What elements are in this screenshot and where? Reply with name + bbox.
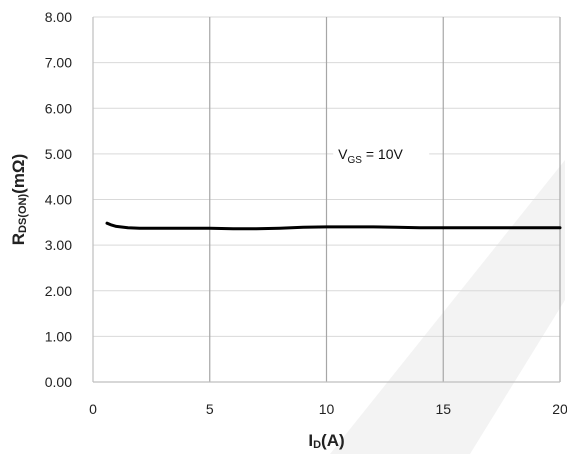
x-axis-title: ID(A) (308, 431, 344, 451)
x-axis-title-sub: D (313, 439, 321, 451)
y-tick-label: 3.00 (45, 237, 72, 253)
grid (93, 16, 561, 382)
y-tick-label: 7.00 (45, 55, 72, 71)
x-tick-label: 5 (206, 401, 214, 417)
y-tick-label: 1.00 (45, 328, 72, 344)
annotation-main: V (338, 146, 348, 162)
x-axis-title-main: I (308, 431, 313, 450)
series-line (105, 221, 562, 231)
y-axis-title-main: R (9, 233, 28, 245)
y-axis-title: RDS(ON)(mΩ) (9, 154, 29, 245)
x-tick-label: 0 (89, 401, 97, 417)
annotation-background (333, 141, 430, 168)
annotation-sub: GS (348, 155, 363, 166)
axes (92, 17, 560, 383)
y-tick-label: 4.00 (45, 192, 72, 208)
y-axis-title-tail: (mΩ) (9, 154, 28, 194)
x-tick-label: 15 (435, 401, 451, 417)
watermark (330, 160, 565, 454)
y-tick-label: 2.00 (45, 283, 72, 299)
y-tick-label: 8.00 (45, 9, 72, 25)
watermark-shape (330, 160, 565, 454)
x-tick-label: 10 (319, 401, 335, 417)
y-axis-title-sub: DS(ON) (17, 194, 29, 233)
x-tick-labels: 0 5 10 15 20 (89, 401, 567, 417)
y-tick-label: 0.00 (45, 374, 72, 390)
y-tick-label: 5.00 (45, 146, 72, 162)
y-tick-label: 6.00 (45, 100, 72, 116)
annotation-tail: = 10V (362, 146, 404, 162)
series (105, 221, 562, 231)
y-tick-labels: 0.00 1.00 2.00 3.00 4.00 5.00 6.00 7.00 8.00 (45, 9, 72, 390)
annotation-vgs: VGS = 10V (338, 146, 403, 166)
x-tick-label: 20 (552, 401, 567, 417)
x-axis-title-tail: (A) (321, 431, 345, 450)
